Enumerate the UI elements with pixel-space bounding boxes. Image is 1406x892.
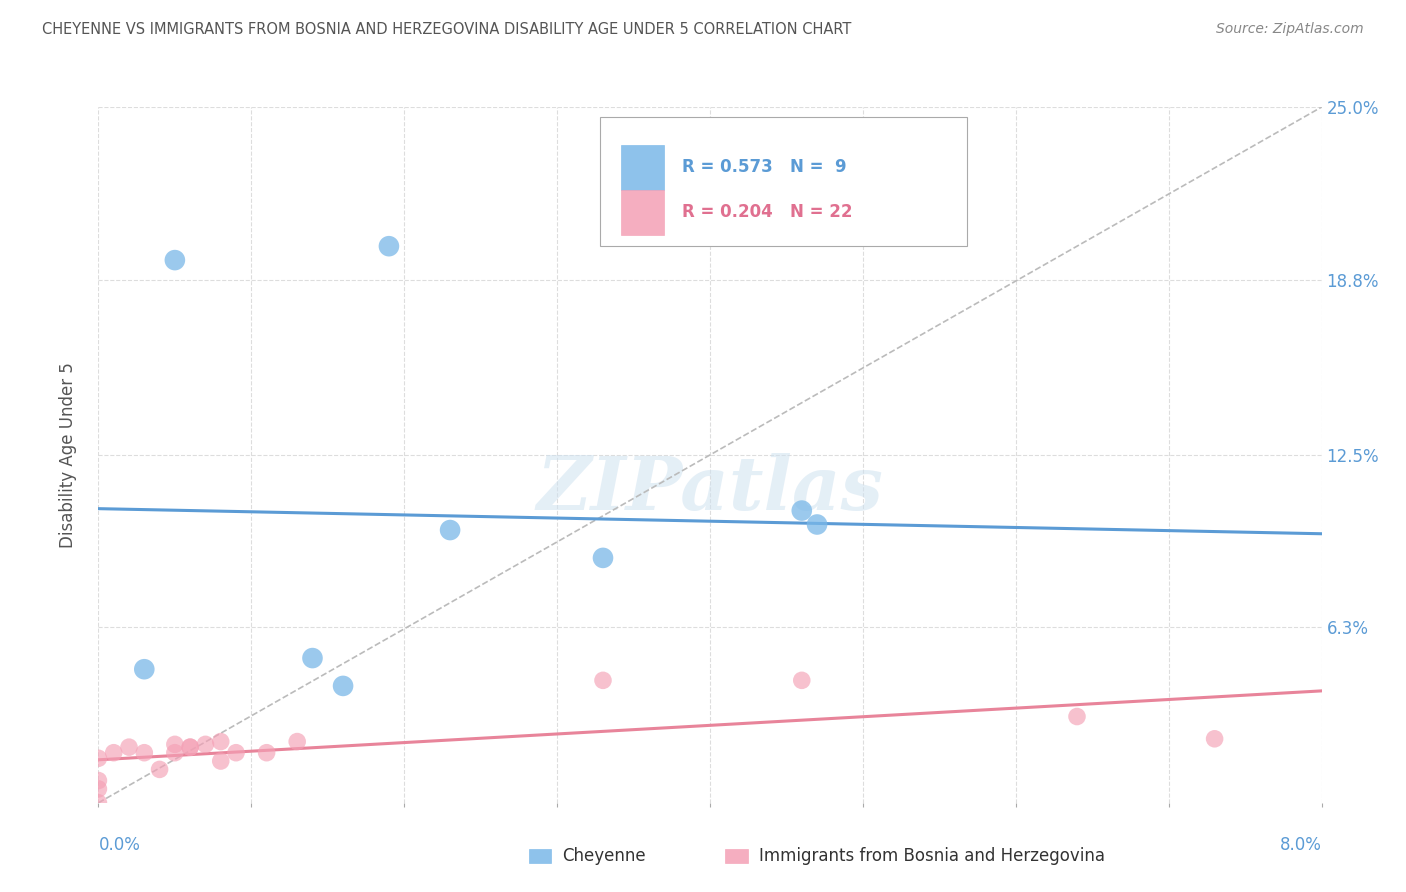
Point <box>149 763 172 777</box>
Point <box>592 673 614 688</box>
Y-axis label: Disability Age Under 5: Disability Age Under 5 <box>59 362 77 548</box>
FancyBboxPatch shape <box>620 145 664 190</box>
Point <box>790 503 813 517</box>
Point <box>194 737 217 751</box>
Text: 0.0%: 0.0% <box>98 836 141 855</box>
Text: R = 0.204   N = 22: R = 0.204 N = 22 <box>682 203 852 221</box>
FancyBboxPatch shape <box>620 190 664 235</box>
Point <box>87 796 110 810</box>
Point <box>1204 731 1226 746</box>
Text: 8.0%: 8.0% <box>1279 836 1322 855</box>
Point <box>439 523 461 537</box>
Point <box>592 550 614 565</box>
Text: R = 0.573   N =  9: R = 0.573 N = 9 <box>682 158 846 177</box>
Point <box>790 673 813 688</box>
Point <box>332 679 354 693</box>
Point <box>163 746 186 760</box>
FancyBboxPatch shape <box>600 118 967 246</box>
Point <box>179 740 201 755</box>
Point <box>87 773 110 788</box>
Point <box>209 734 232 748</box>
Point <box>163 737 186 751</box>
Point <box>87 751 110 765</box>
Text: Source: ZipAtlas.com: Source: ZipAtlas.com <box>1216 22 1364 37</box>
Point <box>301 651 323 665</box>
Point <box>134 662 156 676</box>
Point <box>378 239 401 253</box>
Point <box>225 746 247 760</box>
Point <box>256 746 278 760</box>
Point <box>87 781 110 796</box>
Point <box>118 740 141 755</box>
Text: Cheyenne: Cheyenne <box>562 847 645 865</box>
Point <box>209 754 232 768</box>
Text: ZIPatlas: ZIPatlas <box>537 453 883 526</box>
Point <box>179 740 201 755</box>
Point <box>1066 709 1088 723</box>
Text: CHEYENNE VS IMMIGRANTS FROM BOSNIA AND HERZEGOVINA DISABILITY AGE UNDER 5 CORREL: CHEYENNE VS IMMIGRANTS FROM BOSNIA AND H… <box>42 22 852 37</box>
Point <box>285 734 308 748</box>
Text: Immigrants from Bosnia and Herzegovina: Immigrants from Bosnia and Herzegovina <box>759 847 1105 865</box>
Point <box>806 517 828 532</box>
Point <box>163 253 186 268</box>
Point <box>103 746 125 760</box>
Point <box>134 746 156 760</box>
